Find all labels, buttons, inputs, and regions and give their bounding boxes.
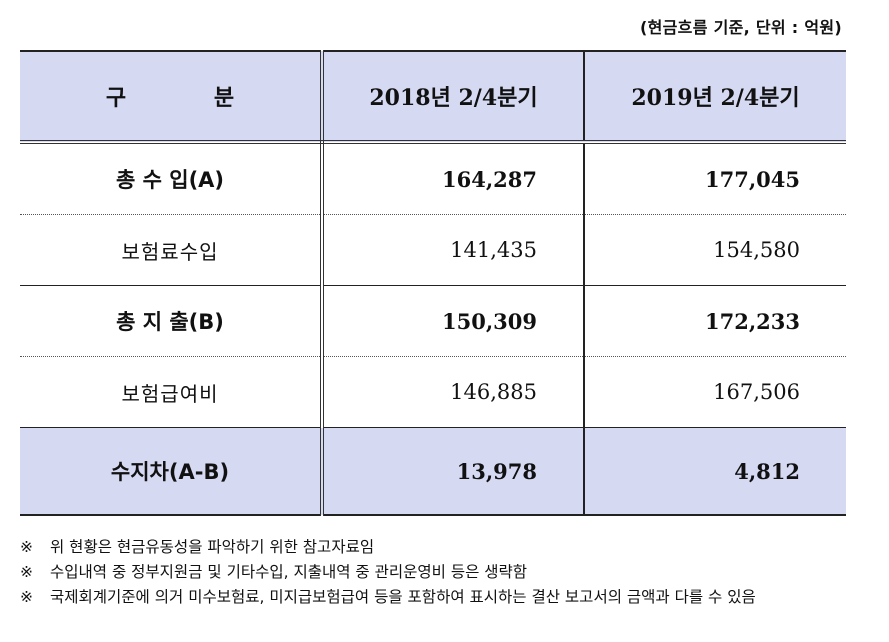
cell-2019: 167,506 xyxy=(713,380,800,404)
footnotes: ※ 위 현황은 현금유동성을 파악하기 위한 참고자료임 ※ 수입내역 중 정부… xyxy=(20,535,850,610)
cell-2018: 164,287 xyxy=(322,142,585,215)
cell-2018: 141,435 xyxy=(322,214,585,286)
row-label-total-income: 총 수 입(A) xyxy=(20,142,324,215)
table-header-row: 구 분 2018년 2/4분기 2019년 2/4분기 xyxy=(20,50,846,144)
unit-note: (현금흐름 기준, 단위 : 억원) xyxy=(640,18,842,37)
cell-2019: 154,580 xyxy=(584,214,846,286)
header-2019: 2019년 2/4분기 xyxy=(584,50,846,144)
table-row: 보험료수입 141,435 154,580 xyxy=(20,214,846,286)
row-label-benefit-expense: 보험급여비 xyxy=(20,356,324,428)
header-category: 구 분 xyxy=(20,50,324,144)
note-text: 수입내역 중 정부지원금 및 기타수입, 지출내역 중 관리운영비 등은 생략함 xyxy=(50,563,528,581)
note-text: 위 현황은 현금유동성을 파악하기 위한 참고자료임 xyxy=(50,538,375,556)
cell-2019: 4,812 xyxy=(584,427,846,516)
footnote: ※ 위 현황은 현금유동성을 파악하기 위한 참고자료임 xyxy=(20,535,850,560)
note-text: 국제회계기준에 의거 미수보험료, 미지급보험급여 등을 포함하여 표시하는 결… xyxy=(50,588,756,606)
cell-2019: 177,045 xyxy=(584,142,846,215)
note-mark: ※ xyxy=(20,563,33,581)
note-mark: ※ xyxy=(20,538,33,556)
footnote: ※ 국제회계기준에 의거 미수보험료, 미지급보험급여 등을 포함하여 표시하는… xyxy=(20,585,850,610)
cell-2018: 146,885 xyxy=(322,356,585,428)
row-label-premium-income: 보험료수입 xyxy=(20,214,324,286)
table-row: 총 수 입(A) 164,287 177,045 xyxy=(20,142,846,215)
header-2018: 2018년 2/4분기 xyxy=(322,50,585,144)
cell-2019: 172,233 xyxy=(584,285,846,357)
table-row-total: 수지차(A-B) 13,978 4,812 xyxy=(20,427,846,516)
row-label-balance: 수지차(A-B) xyxy=(20,427,324,516)
cell-2018: 13,978 xyxy=(322,427,585,516)
table-row: 보험급여비 146,885 167,506 xyxy=(20,356,846,428)
table-row: 총 지 출(B) 150,309 172,233 xyxy=(20,285,846,357)
note-mark: ※ xyxy=(20,588,33,606)
row-label-total-expense: 총 지 출(B) xyxy=(20,285,324,357)
finance-table: 구 분 2018년 2/4분기 2019년 2/4분기 총 수 입(A) 164… xyxy=(20,50,846,516)
cell-2018: 150,309 xyxy=(322,285,585,357)
footnote: ※ 수입내역 중 정부지원금 및 기타수입, 지출내역 중 관리운영비 등은 생… xyxy=(20,560,850,585)
